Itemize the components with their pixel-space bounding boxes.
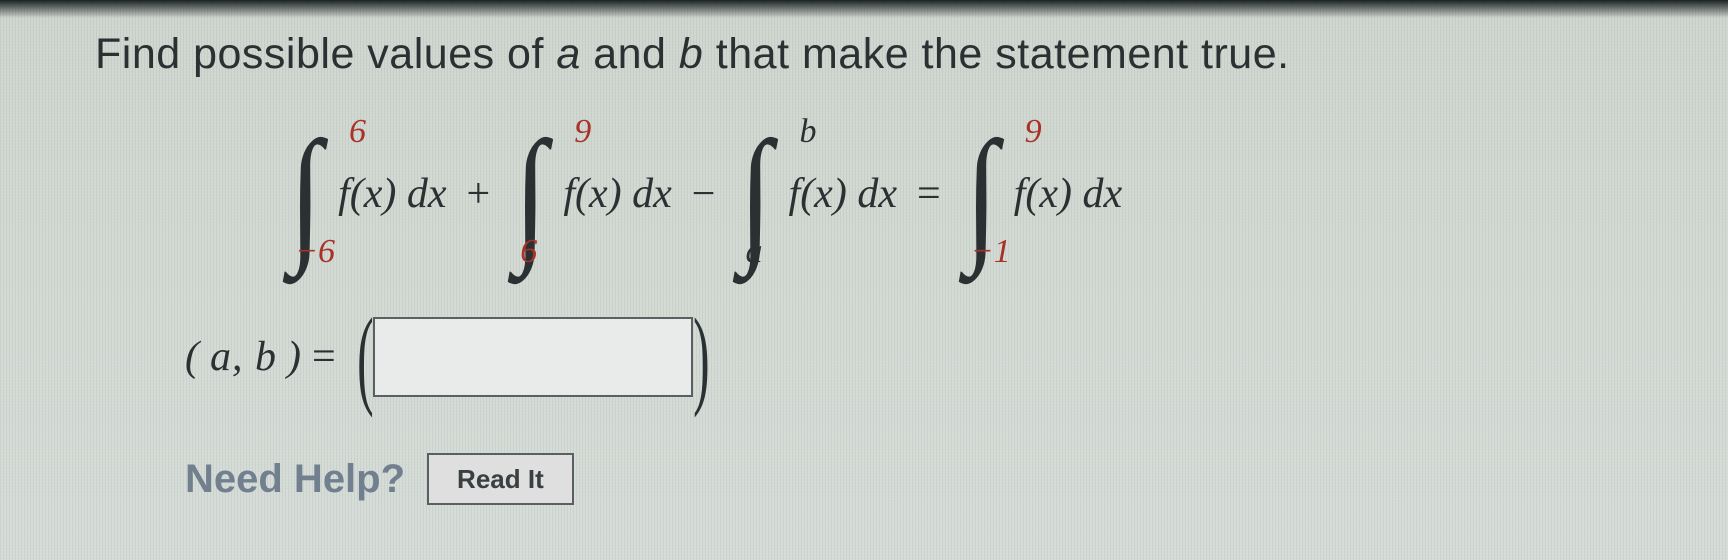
integral-4-upper: 9 <box>1025 113 1042 151</box>
answer-label-ab: a, b <box>210 333 277 381</box>
integrand-1: f(x) dx <box>338 170 446 218</box>
question-page: Find possible values of a and b that mak… <box>0 0 1728 560</box>
answer-input[interactable] <box>373 317 693 397</box>
integral-2: ∫ 9 6 <box>510 119 551 269</box>
integral-3-upper: b <box>799 113 816 151</box>
integral-3-lower: a <box>745 233 762 271</box>
question-text: Find possible values of a and b that mak… <box>95 30 1648 79</box>
integral-4-lower: −1 <box>971 233 1011 271</box>
big-paren-close: ) <box>693 313 709 401</box>
integral-3: ∫ b a <box>735 119 776 269</box>
answer-label-close: ) <box>287 333 302 381</box>
need-help-label: Need Help? <box>185 457 405 502</box>
equals-op: = <box>911 170 947 218</box>
help-row: Need Help? Read It <box>185 453 1648 505</box>
big-paren-open: ( <box>357 313 373 401</box>
top-shadow <box>0 0 1728 18</box>
integral-2-lower: 6 <box>520 233 537 271</box>
question-prefix: Find possible values of <box>95 30 556 78</box>
integral-2-upper: 9 <box>574 113 591 151</box>
answer-equals: = <box>312 333 337 381</box>
integral-1-upper: 6 <box>349 113 366 151</box>
integral-4: ∫ 9 −1 <box>961 119 1002 269</box>
integral-1-lower: −6 <box>295 233 335 271</box>
plus-op: + <box>461 170 497 218</box>
integral-1: ∫ 6 −6 <box>285 119 326 269</box>
question-var-b: b <box>679 30 703 78</box>
question-suffix: that make the statement true. <box>703 30 1289 78</box>
question-var-a: a <box>556 30 580 78</box>
answer-label-open: ( <box>185 333 200 381</box>
answer-row: ( a, b ) = ( ) <box>185 313 1648 401</box>
integrand-3: f(x) dx <box>789 170 897 218</box>
minus-op: − <box>686 170 722 218</box>
read-it-button[interactable]: Read It <box>427 453 574 505</box>
integrand-4: f(x) dx <box>1014 170 1122 218</box>
equation: ∫ 6 −6 f(x) dx + ∫ 9 6 f(x) dx − ∫ b a f… <box>285 119 1648 269</box>
integrand-2: f(x) dx <box>563 170 671 218</box>
question-mid: and <box>581 30 679 78</box>
